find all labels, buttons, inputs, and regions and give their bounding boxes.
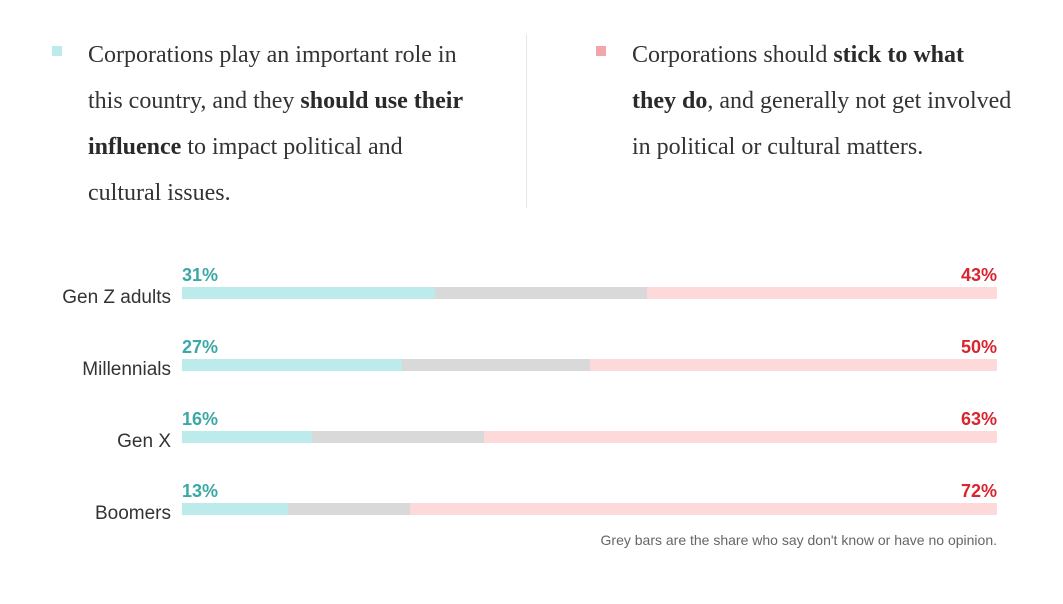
bar-segment-no-opinion <box>402 359 590 371</box>
data-label-use-influence: 31% <box>182 265 219 285</box>
legend-swatch-teal <box>52 46 62 56</box>
category-label: Boomers <box>94 503 171 524</box>
bar-segment-no-opinion <box>288 503 410 515</box>
data-label-stick-to-what-they-do: 63% <box>960 409 997 429</box>
bar-segment-stick-to-what-they-do <box>590 359 997 371</box>
data-label-stick-to-what-they-do: 72% <box>960 481 997 501</box>
bar-segment-use-influence <box>182 287 435 299</box>
chart-row: Gen X 16% 63% <box>0 409 1063 459</box>
category-label: Millennials <box>82 359 171 380</box>
category-label: Gen Z adults <box>62 287 171 308</box>
legend-divider <box>526 34 527 208</box>
bar-segment-stick-to-what-they-do <box>410 503 997 515</box>
data-label-use-influence: 16% <box>182 409 219 429</box>
bar-segment-stick-to-what-they-do <box>647 287 997 299</box>
chart-footnote: Grey bars are the share who say don't kn… <box>600 532 997 548</box>
chart-row: Boomers 13% 72% <box>0 481 1063 531</box>
chart-row: Gen Z adults 31% 43% <box>0 265 1063 315</box>
data-label-use-influence: 27% <box>182 337 219 357</box>
legend-text-use-influence: Corporations play an important role in t… <box>88 32 468 216</box>
bar-segment-no-opinion <box>435 287 647 299</box>
category-label: Gen X <box>117 431 171 452</box>
bar-segment-use-influence <box>182 431 312 443</box>
bar-track <box>182 431 997 443</box>
chart-row: Millennials 27% 50% <box>0 337 1063 387</box>
data-label-use-influence: 13% <box>182 481 219 501</box>
legend-text-part: to impact political and cultural issues. <box>88 134 403 206</box>
legend-text-stick-to-what-they-do: Corporations should stick to what they d… <box>632 32 1012 170</box>
data-label-stick-to-what-they-do: 43% <box>960 265 997 285</box>
bar-segment-use-influence <box>182 503 288 515</box>
bar-segment-no-opinion <box>312 431 484 443</box>
legend-text-part: Corporations should <box>632 42 834 68</box>
bar-track <box>182 359 997 371</box>
bar-track <box>182 287 997 299</box>
legend-text-part: Corporations play an important role in t… <box>88 42 457 114</box>
legend-text-part: should use their influence <box>88 88 463 160</box>
data-label-stick-to-what-they-do: 50% <box>960 337 997 357</box>
bar-segment-stick-to-what-they-do <box>484 431 997 443</box>
legend-text-part: stick to what they do <box>632 42 964 114</box>
bar-segment-use-influence <box>182 359 402 371</box>
legend-text-part: , and generally not get involved in poli… <box>632 88 1012 160</box>
bar-track <box>182 503 997 515</box>
legend-swatch-pink <box>596 46 606 56</box>
